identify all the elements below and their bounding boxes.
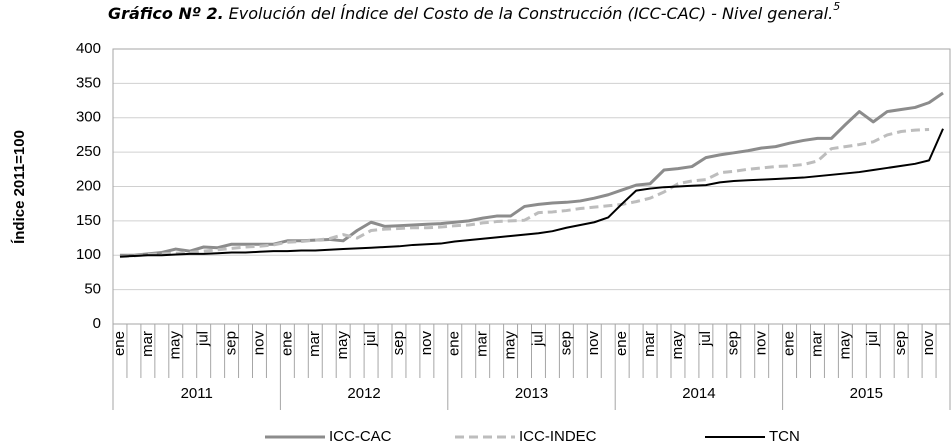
x-tick-label: may (669, 331, 686, 360)
x-tick-label: ene (278, 331, 295, 356)
year-label: 2013 (515, 385, 548, 402)
chart-title-group: Gráfico Nº 2. Evolución del Índice del Co… (108, 0, 840, 23)
legend-label: TCN (769, 428, 800, 445)
x-tick-label: may (836, 331, 853, 360)
x-tick-label: sep (390, 331, 407, 355)
y-tick-label: 0 (93, 315, 101, 332)
y-tick-label: 200 (76, 177, 101, 194)
x-tick-label: jul (529, 331, 546, 347)
x-tick-label: may (334, 331, 351, 360)
x-tick-label: sep (725, 331, 742, 355)
x-tick-label: sep (557, 331, 574, 355)
x-tick-label: mar (139, 331, 156, 357)
y-axis-label: Índice 2011=100 (11, 130, 28, 244)
y-tick-label: 400 (76, 40, 101, 57)
y-tick-label: 100 (76, 246, 101, 263)
x-tick-label: ene (781, 331, 798, 356)
x-tick-label: nov (920, 331, 937, 356)
x-tick-label: sep (223, 331, 240, 355)
x-tick-label: may (502, 331, 519, 360)
y-tick-label: 300 (76, 109, 101, 126)
x-tick-label: sep (892, 331, 909, 355)
x-tick-label: mar (306, 331, 323, 357)
x-tick-label: may (167, 331, 184, 360)
y-tick-label: 150 (76, 212, 101, 229)
series-line (119, 127, 930, 259)
x-tick-label: mar (641, 331, 658, 357)
year-label: 2014 (682, 385, 715, 402)
x-tick-label: jul (362, 331, 379, 347)
x-tick-label: mar (808, 331, 825, 357)
title-footnote: 5 (833, 0, 840, 13)
x-tick-label: ene (446, 331, 463, 356)
x-tick-label: ene (613, 331, 630, 356)
x-tick-label: nov (585, 331, 602, 356)
legend-label: ICC-INDEC (519, 428, 597, 445)
chart-title-prefix: Gráfico Nº 2. (108, 4, 224, 23)
x-tick-label: ene (111, 331, 128, 356)
series-line (119, 91, 944, 257)
chart-title: Evolución del Índice del Costo de la Con… (229, 4, 834, 23)
x-tick-label: jul (195, 331, 212, 347)
year-label: 2015 (850, 385, 883, 402)
x-tick-label: nov (250, 331, 267, 356)
x-tick-label: nov (418, 331, 435, 356)
x-tick-label: jul (864, 331, 881, 347)
x-tick-label: mar (474, 331, 491, 357)
year-label: 2011 (181, 385, 213, 402)
x-tick-label: jul (697, 331, 714, 347)
y-tick-label: 350 (76, 74, 101, 91)
legend-label: ICC-CAC (329, 428, 392, 445)
y-tick-label: 250 (76, 143, 101, 160)
y-tick-label: 50 (84, 281, 101, 298)
x-tick-label: nov (753, 331, 770, 356)
year-label: 2012 (347, 385, 380, 402)
series-line (119, 128, 944, 258)
